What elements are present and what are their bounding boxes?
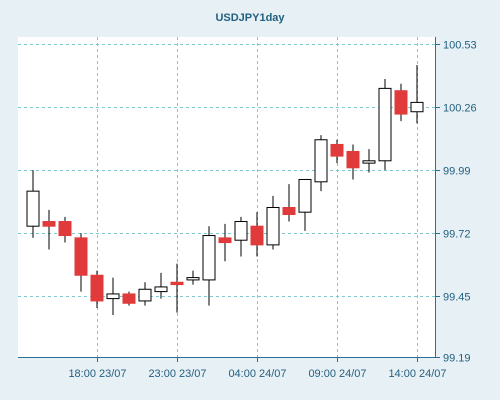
y-tick-label: 100.26 [443, 103, 477, 115]
candle [106, 277, 120, 315]
candle [186, 270, 200, 285]
y-tick-label: 99.99 [443, 166, 471, 178]
candle-body-up [154, 286, 168, 293]
candle [122, 291, 136, 306]
y-tick-label: 99.72 [443, 229, 471, 241]
candles [26, 65, 424, 315]
candle [394, 83, 408, 122]
candle [202, 226, 216, 306]
candle-body-up [378, 87, 392, 162]
candle-body-down [74, 237, 88, 276]
candle [138, 282, 152, 306]
candle [170, 263, 184, 313]
y-tick-label: 100.53 [443, 40, 477, 52]
plot-area [18, 37, 435, 357]
y-tick-label: 99.45 [443, 292, 471, 304]
candle [218, 223, 232, 262]
x-tick-label: 18:00 23/07 [68, 368, 126, 380]
candle [410, 65, 424, 124]
candle-body-down [346, 150, 360, 169]
candle-body-up [362, 160, 376, 164]
candle [282, 184, 296, 222]
y-tick-label: 99.19 [443, 353, 471, 365]
candle-body-up [314, 139, 328, 183]
candle-body-up [138, 288, 152, 302]
candle [378, 79, 392, 171]
candle-body-down [170, 281, 184, 286]
candle-body-down [58, 221, 72, 237]
candle-body-up [234, 221, 248, 241]
candle-body-up [202, 235, 216, 281]
candle [90, 270, 104, 308]
candle [346, 144, 360, 180]
chart-title: USDJPY1day [215, 12, 285, 24]
x-tick-label: 09:00 24/07 [308, 368, 366, 380]
candle-body-down [218, 237, 232, 244]
candle [154, 272, 168, 299]
candle-body-down [42, 221, 56, 227]
candle [26, 170, 40, 238]
candle-body-up [298, 178, 312, 213]
candle-body-down [90, 274, 104, 302]
x-tick-label: 14:00 24/07 [388, 368, 446, 380]
x-axis-ticks: 18:00 23/07 23:00 23/07 04:00 24/07 09:00 2… [68, 357, 447, 380]
candle-body-up [106, 293, 120, 300]
candle-body-down [250, 225, 264, 246]
candle [74, 233, 88, 292]
candle-body-down [394, 90, 408, 115]
candle [314, 135, 328, 192]
axes [18, 37, 436, 358]
candle-body-up [186, 277, 200, 281]
candle [234, 216, 248, 257]
candle-body-down [282, 207, 296, 216]
candle-body-down [330, 143, 344, 157]
x-tick-label: 04:00 24/07 [228, 368, 286, 380]
candle [266, 195, 280, 250]
candle-body-up [266, 207, 280, 246]
candle [58, 216, 72, 243]
candle [362, 149, 376, 173]
candle-body-up [26, 190, 40, 227]
candle [330, 139, 344, 164]
x-tick-label: 23:00 23/07 [148, 368, 206, 380]
candle-body-up [410, 101, 424, 113]
candle [250, 212, 264, 257]
y-axis-ticks: 100.53 100.26 99.99 99.72 99.45 99.19 [435, 40, 477, 365]
candle [298, 178, 312, 231]
candle [42, 209, 56, 250]
candle-body-down [122, 293, 136, 304]
